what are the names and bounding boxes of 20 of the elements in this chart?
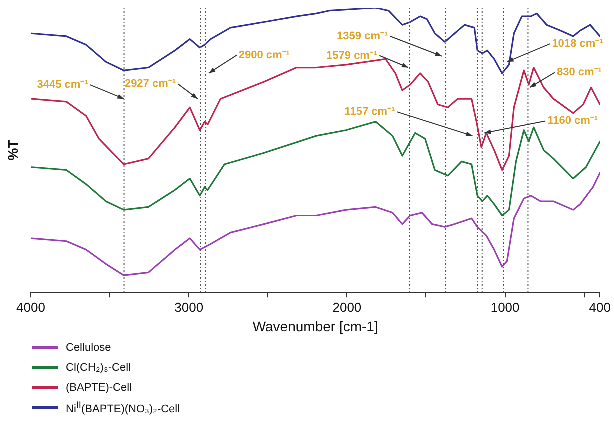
annotation: 2927 cm⁻¹ <box>124 78 176 90</box>
annotation: 1579 cm⁻¹ <box>326 50 378 62</box>
annotation: 1359 cm⁻¹ <box>337 30 388 42</box>
annotation: 3445 cm⁻¹ <box>37 79 89 92</box>
legend-label: Ni$^{II}$(BAPTE)(NO₃)₂-Cell <box>66 400 180 416</box>
legend-label: (BAPTE)-Cell <box>66 382 132 394</box>
annotation: 1157 cm⁻¹ <box>344 106 396 118</box>
annotation: 1160 cm⁻¹ <box>548 115 598 128</box>
x-tick-label: 2000 <box>332 300 362 315</box>
annotation: 830 cm⁻¹ <box>556 66 602 79</box>
x-tick-label: 4000 <box>16 300 46 315</box>
y-axis-title: %T <box>4 139 21 161</box>
x-tick-label: 400 <box>589 300 612 315</box>
annotation: 1018 cm⁻¹ <box>552 38 604 50</box>
legend-label: Cellulose <box>66 342 112 354</box>
x-axis-title: Wavenumber [cm-1] <box>252 318 378 334</box>
x-tick-label: 1000 <box>490 300 520 315</box>
legend-label: Cl(CH₂)₃-Cell <box>66 362 131 374</box>
x-tick-label: 3000 <box>174 300 204 315</box>
annotation: 2900 cm⁻¹ <box>238 49 290 62</box>
